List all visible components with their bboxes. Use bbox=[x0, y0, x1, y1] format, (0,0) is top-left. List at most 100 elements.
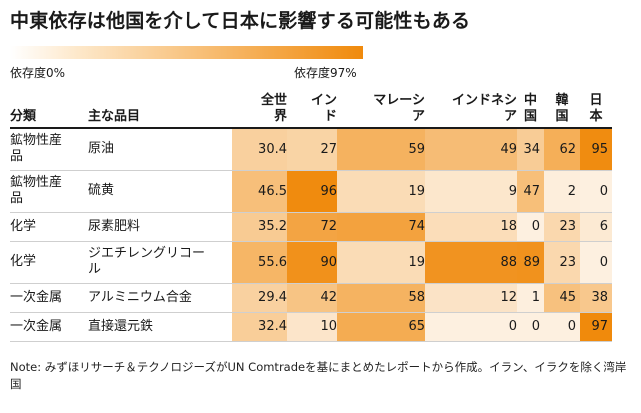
heatmap-cell: 0 bbox=[517, 212, 544, 242]
heatmap-cell: 34 bbox=[517, 128, 544, 171]
header-country-label-part: ド bbox=[323, 109, 337, 124]
heatmap-cell: 23 bbox=[544, 212, 580, 242]
heatmap-cell: 96 bbox=[287, 170, 337, 213]
header-country-label-part: 韓 bbox=[555, 93, 569, 108]
header-category: 分類 bbox=[10, 88, 88, 129]
header-country-label-part: 国 bbox=[523, 109, 537, 124]
table-row: 一次金属 アルミニウム合金 29.4 42 58 12 1 45 38 bbox=[10, 283, 612, 313]
heatmap-table: 分類 主な品目 全世界 インド マレーシア インドネシア 中国 韓国 日本 鉱物… bbox=[10, 88, 612, 342]
heatmap-cell: 1 bbox=[517, 283, 544, 313]
heatmap-cell: 58 bbox=[337, 283, 425, 313]
header-country-label-part: イン bbox=[310, 93, 337, 108]
row-item: ジエチレングリコール bbox=[88, 241, 232, 284]
header-country-label-part: 全世 bbox=[260, 93, 287, 108]
header-country-label-part: 界 bbox=[273, 109, 287, 124]
header-country-label-part: 国 bbox=[555, 109, 569, 124]
header-country-label-part: ア bbox=[411, 109, 425, 124]
heatmap-cell: 62 bbox=[544, 128, 580, 171]
row-category-text: 化学 bbox=[10, 218, 37, 234]
heatmap-cell: 72 bbox=[287, 212, 337, 242]
table-row: 一次金属 直接還元鉄 32.4 10 65 0 0 0 97 bbox=[10, 312, 612, 342]
row-category-text: 品 bbox=[10, 191, 24, 206]
heatmap-cell: 9 bbox=[425, 170, 517, 213]
heatmap-cell: 12 bbox=[425, 283, 517, 313]
row-item: 硫黄 bbox=[88, 170, 232, 213]
heatmap-cell: 10 bbox=[287, 312, 337, 342]
row-category: 化学 bbox=[10, 212, 88, 242]
row-item: 原油 bbox=[88, 128, 232, 171]
header-country: マレーシア bbox=[337, 88, 425, 129]
heatmap-cell: 6 bbox=[580, 212, 612, 242]
heatmap-cell: 59 bbox=[337, 128, 425, 171]
heatmap-cell: 89 bbox=[517, 241, 544, 284]
legend-min-label: 依存度0% bbox=[10, 66, 66, 80]
heatmap-cell: 42 bbox=[287, 283, 337, 313]
heatmap-cell: 0 bbox=[580, 170, 612, 213]
heatmap-cell: 19 bbox=[337, 241, 425, 284]
legend-max-label: 依存度97% bbox=[294, 66, 357, 80]
row-category: 鉱物性産品 bbox=[10, 128, 88, 171]
header-country-label-part: インドネシ bbox=[451, 93, 517, 108]
row-category: 一次金属 bbox=[10, 283, 88, 313]
header-item: 主な品目 bbox=[88, 88, 232, 129]
heatmap-cell: 46.5 bbox=[232, 170, 287, 213]
heatmap-cell: 35.2 bbox=[232, 212, 287, 242]
heatmap-cell: 49 bbox=[425, 128, 517, 171]
row-item-text: 硫黄 bbox=[88, 183, 115, 198]
heatmap-cell: 65 bbox=[337, 312, 425, 342]
row-item-text: ジエチレングリコー bbox=[88, 246, 206, 261]
heatmap-cell: 90 bbox=[287, 241, 337, 284]
heatmap-cell: 32.4 bbox=[232, 312, 287, 342]
row-category-text: 鉱物性産 bbox=[10, 175, 63, 190]
row-category: 鉱物性産品 bbox=[10, 170, 88, 213]
heatmap-cell: 47 bbox=[517, 170, 544, 213]
heatmap-body: 鉱物性産品原油 30.4 27 59 49 34 62 95 鉱物性産品硫黄 46.5 96 19 9 4… bbox=[10, 128, 612, 342]
row-item-text: 直接還元鉄 bbox=[88, 318, 154, 334]
heatmap-cell: 27 bbox=[287, 128, 337, 171]
row-item-text: ル bbox=[88, 262, 102, 277]
heatmap-cell: 19 bbox=[337, 170, 425, 213]
heatmap-cell: 0 bbox=[580, 241, 612, 284]
table-row: 鉱物性産品硫黄 46.5 96 19 9 47 2 0 bbox=[10, 170, 612, 213]
header-country-label-part: 日 bbox=[589, 93, 603, 108]
row-category: 一次金属 bbox=[10, 312, 88, 342]
row-item: アルミニウム合金 bbox=[88, 283, 232, 313]
header-country-label-part: 本 bbox=[589, 109, 603, 124]
header-country: 韓国 bbox=[544, 88, 580, 129]
heatmap-cell: 29.4 bbox=[232, 283, 287, 313]
row-category-text: 一次金属 bbox=[10, 318, 63, 334]
heatmap-cell: 0 bbox=[425, 312, 517, 342]
heatmap-cell: 0 bbox=[544, 312, 580, 342]
heatmap-cell: 97 bbox=[580, 312, 612, 342]
footnote: Note: みずほリサーチ＆テクノロジーズがUN Comtradeを基にまとめた… bbox=[10, 360, 627, 391]
header-country: 中国 bbox=[517, 88, 544, 129]
header-country-label-part: マレーシ bbox=[373, 93, 425, 108]
header-row: 分類 主な品目 全世界 インド マレーシア インドネシア 中国 韓国 日本 bbox=[10, 88, 612, 129]
header-country: 全世界 bbox=[232, 88, 287, 129]
heatmap-cell: 74 bbox=[337, 212, 425, 242]
heatmap-cell: 88 bbox=[425, 241, 517, 284]
header-country-label-part: 中 bbox=[523, 93, 537, 108]
row-item-text: 原油 bbox=[88, 141, 115, 157]
color-scale-bar bbox=[10, 46, 363, 59]
header-country-label-part: ア bbox=[503, 109, 517, 124]
row-category-text: 鉱物性産 bbox=[10, 133, 63, 149]
heatmap-cell: 55.6 bbox=[232, 241, 287, 284]
heatmap-cell: 0 bbox=[517, 312, 544, 342]
row-category-text: 化学 bbox=[10, 254, 37, 269]
heatmap-cell: 38 bbox=[580, 283, 612, 313]
heatmap-cell: 18 bbox=[425, 212, 517, 242]
row-category: 化学 bbox=[10, 241, 88, 284]
table-row: 化学 尿素肥料 35.2 72 74 18 0 23 6 bbox=[10, 212, 612, 242]
row-item-text: アルミニウム合金 bbox=[88, 289, 192, 305]
chart-title: 中東依存は他国を介して日本に影響する可能性もある bbox=[10, 10, 471, 32]
row-category-text: 一次金属 bbox=[10, 289, 63, 305]
row-category-text: 品 bbox=[10, 149, 24, 165]
row-item: 尿素肥料 bbox=[88, 212, 232, 242]
row-item-text: 尿素肥料 bbox=[88, 218, 141, 234]
heatmap-cell: 30.4 bbox=[232, 128, 287, 171]
heatmap-cell: 2 bbox=[544, 170, 580, 213]
row-item: 直接還元鉄 bbox=[88, 312, 232, 342]
table-row: 化学 ジエチレングリコール 55.6 90 19 88 89 23 0 bbox=[10, 241, 612, 284]
table-row: 鉱物性産品原油 30.4 27 59 49 34 62 95 bbox=[10, 128, 612, 171]
